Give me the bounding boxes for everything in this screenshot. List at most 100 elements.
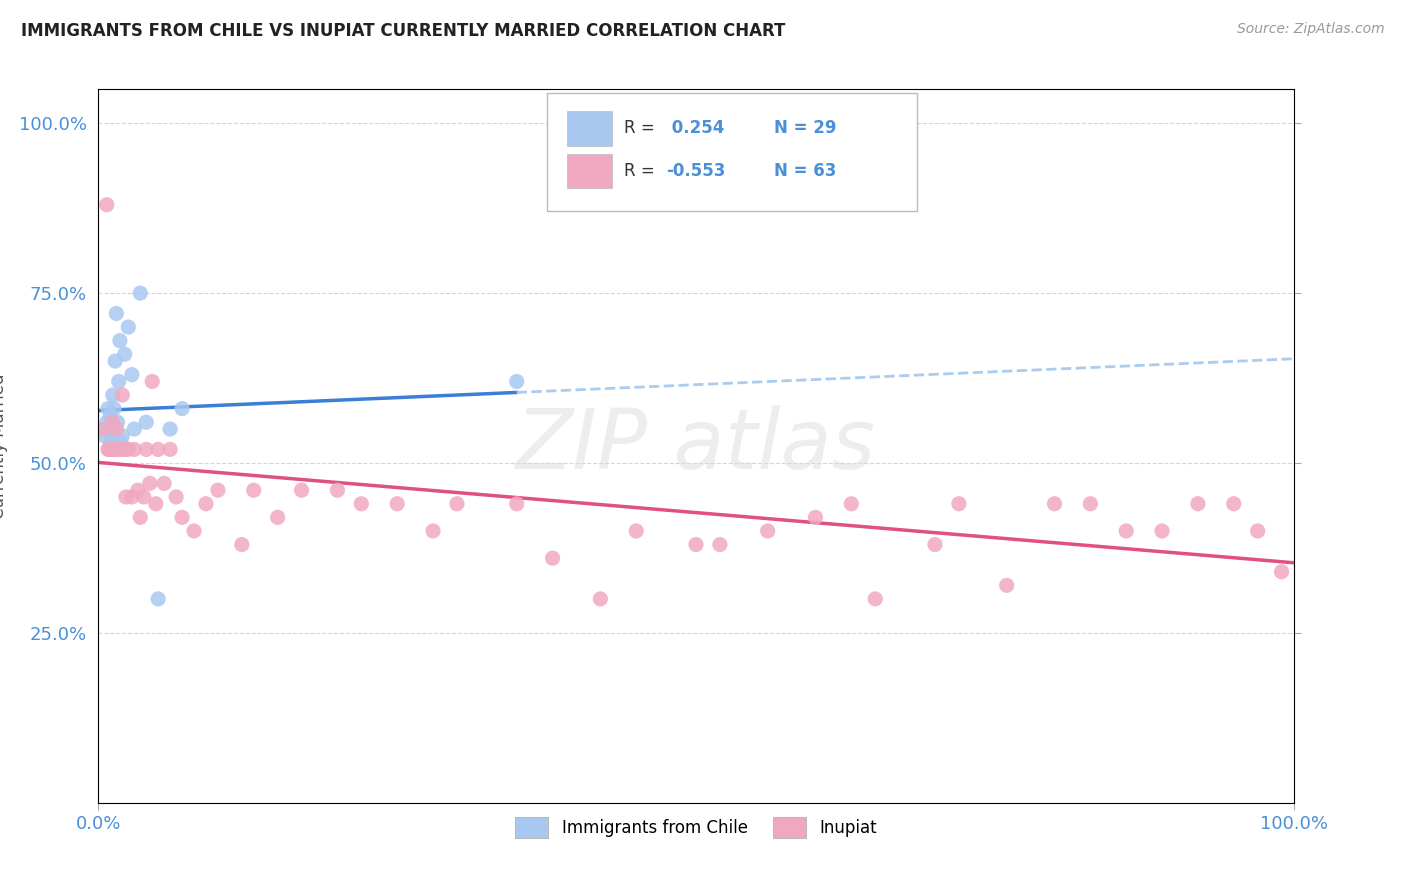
Point <box>1080 497 1102 511</box>
Point <box>100 442 122 457</box>
Point <box>1247 524 1270 538</box>
Text: ZIP atlas: ZIP atlas <box>516 406 876 486</box>
Point <box>93 422 115 436</box>
Point <box>111 388 134 402</box>
Point <box>97 442 120 457</box>
Point <box>1043 497 1066 511</box>
Point <box>127 483 149 498</box>
Text: N = 63: N = 63 <box>773 162 837 180</box>
Point <box>385 497 409 511</box>
Point <box>139 476 162 491</box>
Point <box>98 442 121 457</box>
Point <box>124 442 146 457</box>
Point <box>422 524 444 538</box>
Point <box>1187 497 1209 511</box>
Point <box>103 401 125 416</box>
Point <box>709 537 731 551</box>
Point <box>97 401 120 416</box>
Point <box>121 368 143 382</box>
Point <box>141 375 163 389</box>
Point <box>1271 565 1294 579</box>
Point <box>110 435 132 450</box>
Point <box>114 442 136 457</box>
Point <box>107 442 129 457</box>
FancyBboxPatch shape <box>547 93 917 211</box>
Point <box>145 497 167 511</box>
Point <box>115 490 138 504</box>
Point <box>291 483 314 498</box>
Point <box>159 442 181 457</box>
Point <box>103 442 125 457</box>
Point <box>96 415 118 429</box>
Point <box>107 375 129 389</box>
Point <box>98 442 122 457</box>
Point <box>129 510 152 524</box>
Point <box>231 537 253 551</box>
Point <box>135 415 157 429</box>
Point <box>148 442 170 457</box>
Point <box>159 422 181 436</box>
Point <box>626 524 648 538</box>
Point <box>135 442 157 457</box>
Point <box>98 442 121 457</box>
Point <box>865 591 887 606</box>
Text: R =: R = <box>624 120 661 137</box>
Point <box>153 476 176 491</box>
Point <box>111 429 134 443</box>
Point <box>105 422 128 436</box>
Point <box>101 388 124 402</box>
Point <box>105 306 128 320</box>
Point <box>121 490 143 504</box>
Point <box>98 422 122 436</box>
Point <box>924 537 946 551</box>
Point <box>685 537 707 551</box>
Point <box>207 483 229 498</box>
Point <box>100 429 122 443</box>
Point <box>98 435 122 450</box>
FancyBboxPatch shape <box>567 154 613 188</box>
Text: 0.254: 0.254 <box>666 120 724 137</box>
Point <box>506 497 529 511</box>
Point <box>446 497 468 511</box>
Point <box>93 429 115 443</box>
Point <box>541 551 564 566</box>
Point <box>117 442 139 457</box>
Point <box>107 415 129 429</box>
Y-axis label: Currently Married: Currently Married <box>0 373 7 519</box>
Point <box>243 483 266 498</box>
Point <box>117 320 139 334</box>
Point <box>1223 497 1246 511</box>
Point <box>995 578 1018 592</box>
Text: N = 29: N = 29 <box>773 120 837 137</box>
Point <box>267 510 290 524</box>
Point <box>506 375 529 389</box>
Point <box>124 422 146 436</box>
Text: IMMIGRANTS FROM CHILE VS INUPIAT CURRENTLY MARRIED CORRELATION CHART: IMMIGRANTS FROM CHILE VS INUPIAT CURRENT… <box>21 22 786 40</box>
Legend: Immigrants from Chile, Inupiat: Immigrants from Chile, Inupiat <box>509 811 883 845</box>
Point <box>172 510 194 524</box>
Text: Source: ZipAtlas.com: Source: ZipAtlas.com <box>1237 22 1385 37</box>
Point <box>1152 524 1174 538</box>
Point <box>108 442 131 457</box>
Point <box>148 591 170 606</box>
Point <box>98 442 122 457</box>
Point <box>101 415 124 429</box>
Text: R =: R = <box>624 162 661 180</box>
Point <box>132 490 155 504</box>
Point <box>129 286 152 301</box>
Point <box>107 442 129 457</box>
Point <box>841 497 863 511</box>
Point <box>108 334 131 348</box>
Point <box>115 442 138 457</box>
Text: -0.553: -0.553 <box>666 162 725 180</box>
Point <box>1115 524 1137 538</box>
Point <box>804 510 827 524</box>
Point <box>98 409 122 423</box>
Point <box>350 497 373 511</box>
Point <box>195 497 218 511</box>
Point <box>114 347 136 361</box>
Point <box>104 354 127 368</box>
Point <box>165 490 187 504</box>
Point <box>183 524 205 538</box>
Point <box>96 198 118 212</box>
